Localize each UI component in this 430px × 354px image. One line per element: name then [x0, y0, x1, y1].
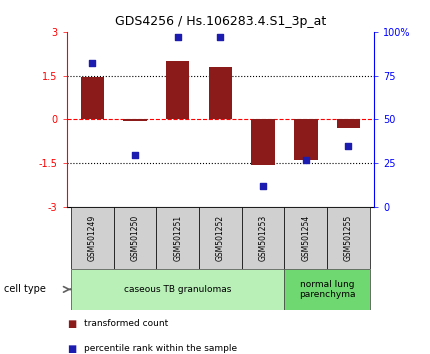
Text: GSM501253: GSM501253	[258, 215, 267, 261]
Bar	[80, 77, 104, 120]
Text: caseous TB granulomas: caseous TB granulomas	[124, 285, 231, 294]
Bar	[327, 207, 370, 269]
Text: normal lung
parenchyma: normal lung parenchyma	[299, 280, 355, 299]
Text: GSM501254: GSM501254	[301, 215, 310, 261]
Title: GDS4256 / Hs.106283.4.S1_3p_at: GDS4256 / Hs.106283.4.S1_3p_at	[115, 15, 326, 28]
Text: cell type: cell type	[4, 284, 46, 295]
Text: transformed count: transformed count	[84, 319, 168, 329]
Bar	[71, 269, 284, 310]
Bar	[199, 207, 242, 269]
Bar	[71, 207, 114, 269]
Bar	[209, 67, 232, 120]
Text: ■: ■	[67, 344, 76, 354]
Point	[89, 61, 96, 66]
Point	[132, 152, 138, 157]
Point	[345, 143, 352, 149]
Text: GSM501252: GSM501252	[216, 215, 225, 261]
Bar	[157, 207, 199, 269]
Text: ■: ■	[67, 319, 76, 329]
Point	[260, 183, 267, 189]
Bar	[123, 120, 147, 121]
Bar	[284, 207, 327, 269]
Point	[217, 34, 224, 40]
Bar	[166, 61, 190, 120]
Text: GSM501250: GSM501250	[130, 215, 139, 261]
Text: GSM501255: GSM501255	[344, 215, 353, 261]
Bar	[284, 269, 370, 310]
Bar	[294, 120, 317, 160]
Text: GSM501251: GSM501251	[173, 215, 182, 261]
Bar	[251, 120, 275, 165]
Point	[174, 34, 181, 40]
Point	[302, 157, 309, 162]
Bar	[242, 207, 284, 269]
Text: percentile rank within the sample: percentile rank within the sample	[84, 344, 237, 353]
Bar	[114, 207, 157, 269]
Text: GSM501249: GSM501249	[88, 215, 97, 261]
Bar	[337, 120, 360, 128]
